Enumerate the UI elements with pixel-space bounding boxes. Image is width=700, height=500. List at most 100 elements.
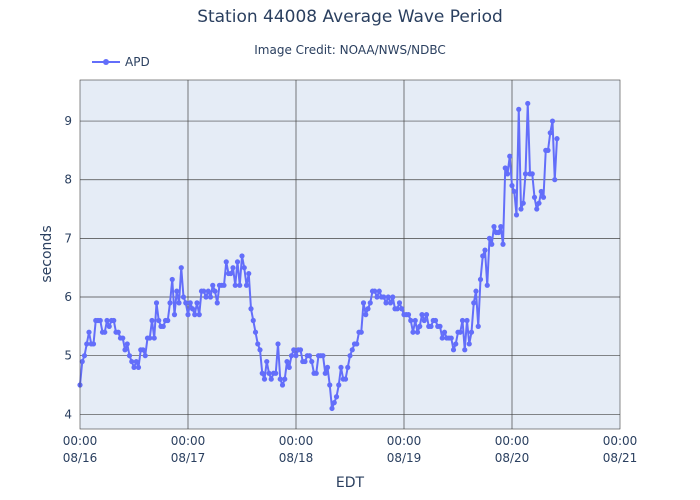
- data-point[interactable]: [174, 288, 180, 294]
- data-point[interactable]: [232, 282, 238, 288]
- data-point[interactable]: [367, 300, 373, 306]
- data-point[interactable]: [419, 312, 425, 318]
- data-point[interactable]: [432, 317, 439, 324]
- data-point[interactable]: [288, 353, 295, 359]
- data-point[interactable]: [160, 323, 166, 329]
- data-point[interactable]: [237, 282, 243, 288]
- data-point[interactable]: [180, 294, 187, 300]
- data-point[interactable]: [509, 182, 515, 189]
- data-point[interactable]: [347, 353, 353, 359]
- data-point[interactable]: [459, 317, 466, 324]
- data-point[interactable]: [313, 370, 319, 376]
- data-point[interactable]: [196, 312, 202, 318]
- data-point[interactable]: [102, 329, 108, 335]
- data-point[interactable]: [502, 165, 508, 171]
- data-point[interactable]: [212, 288, 218, 294]
- data-point[interactable]: [147, 335, 153, 341]
- data-point[interactable]: [250, 317, 256, 324]
- data-point[interactable]: [183, 300, 189, 306]
- data-point[interactable]: [268, 376, 274, 382]
- data-point[interactable]: [279, 382, 286, 388]
- data-point[interactable]: [385, 294, 391, 300]
- data-point[interactable]: [466, 341, 472, 347]
- data-point[interactable]: [243, 282, 250, 288]
- data-point[interactable]: [439, 335, 445, 341]
- data-point[interactable]: [201, 288, 207, 294]
- data-point[interactable]: [187, 300, 193, 306]
- data-point[interactable]: [282, 376, 288, 382]
- data-point[interactable]: [228, 270, 234, 277]
- data-point[interactable]: [120, 335, 126, 341]
- data-point[interactable]: [297, 347, 304, 353]
- data-point[interactable]: [498, 224, 504, 230]
- data-point[interactable]: [507, 153, 513, 159]
- data-point[interactable]: [86, 329, 92, 335]
- data-point[interactable]: [104, 317, 110, 324]
- data-point[interactable]: [376, 288, 382, 294]
- data-point[interactable]: [414, 329, 421, 335]
- data-point[interactable]: [462, 347, 468, 353]
- data-point[interactable]: [457, 329, 463, 335]
- data-point[interactable]: [333, 394, 340, 400]
- data-point[interactable]: [412, 317, 418, 324]
- data-point[interactable]: [153, 300, 160, 306]
- data-point[interactable]: [423, 312, 430, 318]
- data-point[interactable]: [504, 171, 511, 177]
- data-point[interactable]: [360, 300, 367, 306]
- data-point[interactable]: [405, 312, 412, 318]
- data-point[interactable]: [81, 353, 88, 359]
- data-point[interactable]: [484, 282, 490, 288]
- data-point[interactable]: [189, 306, 196, 312]
- data-point[interactable]: [399, 306, 405, 312]
- data-point[interactable]: [284, 358, 290, 365]
- data-point[interactable]: [248, 306, 254, 312]
- data-point[interactable]: [394, 306, 400, 312]
- data-point[interactable]: [207, 294, 214, 300]
- data-point[interactable]: [122, 347, 128, 353]
- data-point[interactable]: [396, 300, 403, 306]
- data-point[interactable]: [129, 358, 135, 365]
- data-point[interactable]: [554, 136, 560, 142]
- data-point[interactable]: [205, 288, 211, 294]
- data-point[interactable]: [525, 100, 531, 107]
- data-point[interactable]: [214, 300, 220, 306]
- data-point[interactable]: [266, 370, 272, 376]
- data-point[interactable]: [390, 294, 396, 300]
- data-point[interactable]: [210, 282, 216, 288]
- data-point[interactable]: [540, 194, 547, 200]
- data-point[interactable]: [448, 335, 454, 341]
- data-point[interactable]: [518, 206, 524, 212]
- data-point[interactable]: [241, 265, 247, 271]
- data-point[interactable]: [178, 265, 184, 271]
- data-point[interactable]: [453, 341, 459, 347]
- data-point[interactable]: [538, 188, 544, 195]
- data-point[interactable]: [259, 370, 265, 376]
- data-point[interactable]: [192, 312, 198, 318]
- data-point[interactable]: [79, 358, 85, 365]
- data-point[interactable]: [450, 347, 457, 353]
- data-point[interactable]: [171, 312, 178, 318]
- data-point[interactable]: [234, 259, 241, 265]
- data-point[interactable]: [421, 317, 427, 324]
- data-point[interactable]: [327, 382, 333, 388]
- data-point[interactable]: [176, 300, 182, 306]
- data-point[interactable]: [410, 329, 416, 335]
- data-point[interactable]: [387, 300, 394, 306]
- data-point[interactable]: [345, 364, 351, 371]
- data-point[interactable]: [408, 317, 414, 324]
- data-point[interactable]: [135, 364, 142, 371]
- data-point[interactable]: [324, 364, 331, 371]
- data-point[interactable]: [520, 200, 526, 206]
- data-point[interactable]: [468, 329, 475, 335]
- data-point[interactable]: [547, 130, 553, 136]
- data-point[interactable]: [257, 347, 263, 353]
- data-point[interactable]: [246, 270, 252, 277]
- data-point[interactable]: [293, 353, 299, 359]
- data-point[interactable]: [513, 212, 520, 218]
- data-point[interactable]: [482, 247, 488, 253]
- data-point[interactable]: [480, 253, 486, 259]
- data-point[interactable]: [372, 288, 378, 294]
- data-point[interactable]: [342, 376, 349, 382]
- data-point[interactable]: [417, 323, 423, 329]
- data-point[interactable]: [349, 347, 355, 353]
